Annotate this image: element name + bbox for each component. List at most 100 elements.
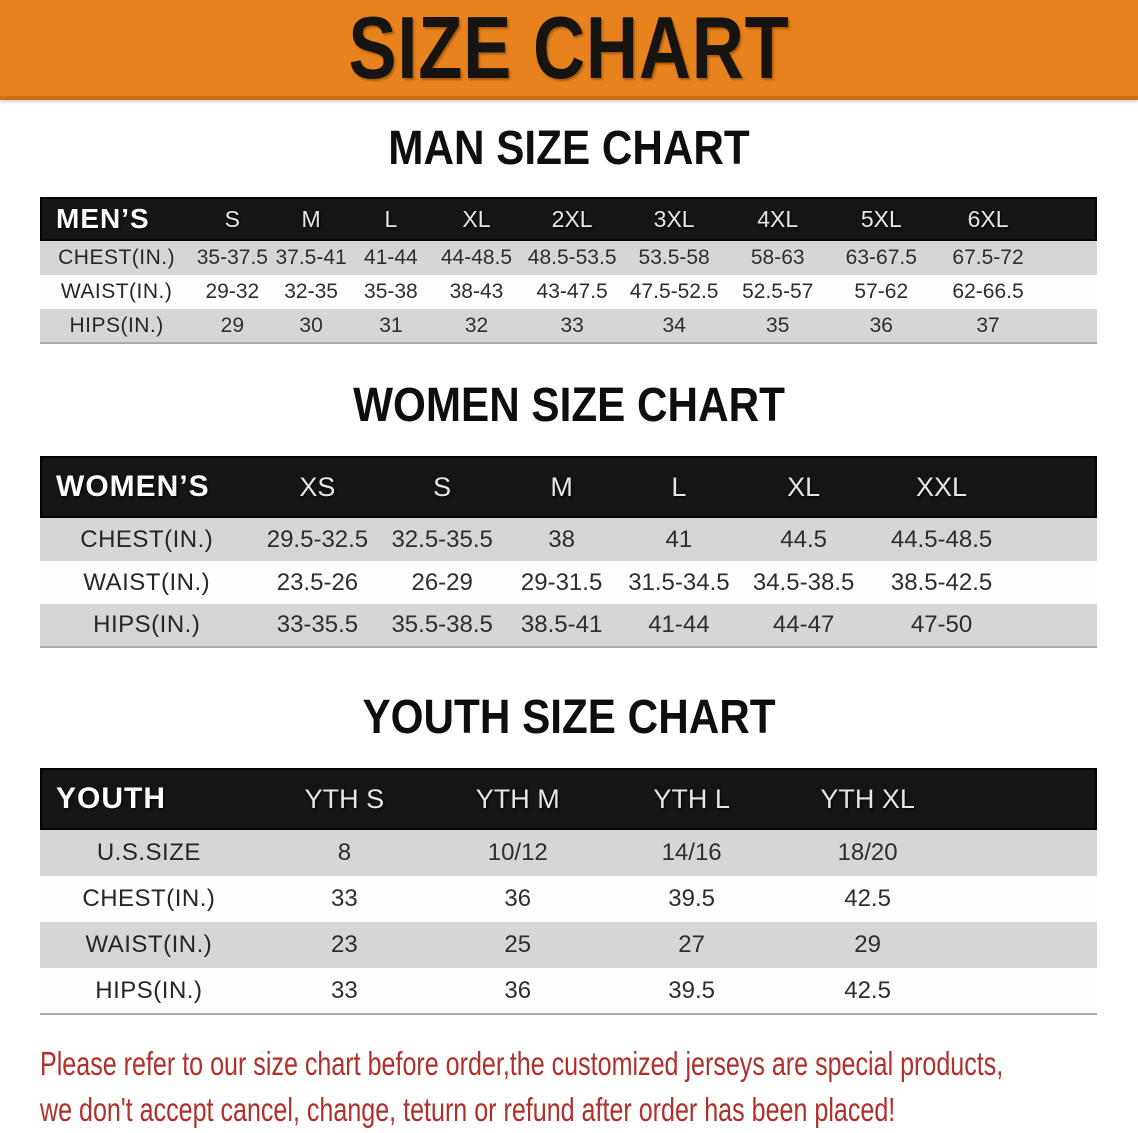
size-value-cell: 23.5-26 <box>276 568 359 596</box>
size-column-header: YTH S <box>304 783 385 814</box>
measurement-row: HIPS(IN.) 29 30 31 32 33 34 35 36 37 <box>40 309 1097 343</box>
size-value-cell: 63-67.5 <box>845 246 917 269</box>
size-value-cell: 37 <box>976 313 1000 337</box>
size-value-cell: 34.5-38.5 <box>752 568 855 596</box>
men-size-table: MEN’S S M L XL 2XL 3XL 4XL 5XL 6XL CHEST(IN.) 35-37… <box>40 197 1097 344</box>
size-value-cell: 10/12 <box>487 839 548 866</box>
size-value-cell: 26-29 <box>411 568 473 596</box>
size-value-cell: 52.5-57 <box>742 280 814 303</box>
measurement-row: CHEST(IN.) 29.5-32.5 32.5-35.5 38 41 44.5 44.5… <box>40 518 1097 561</box>
measurement-row: HIPS(IN.) 33 36 39.5 42.5 <box>40 968 1097 1014</box>
size-value-cell: 23 <box>331 931 358 958</box>
header-filler <box>956 768 1097 830</box>
size-column-header: L <box>384 205 398 232</box>
men-size-section: MAN SIZE CHART MEN’S S M L XL 2XL 3XL 4XL 5XL 6XL… <box>0 125 1138 344</box>
size-value-cell: 48.5-53.5 <box>527 246 617 269</box>
size-column-header: M <box>550 471 573 502</box>
size-value-cell: 35-37.5 <box>196 246 268 269</box>
measurement-row: U.S.SIZE 8 10/12 14/16 18/20 <box>40 830 1097 876</box>
size-value-cell: 44-47 <box>772 611 835 638</box>
size-column-header: XL <box>462 205 491 232</box>
size-header-row: WOMEN’S XS S M L XL XXL <box>40 456 1097 518</box>
measurement-row: CHEST(IN.) 33 36 39.5 42.5 <box>40 876 1097 922</box>
size-value-cell: 27 <box>678 931 705 958</box>
size-value-cell: 14/16 <box>661 839 722 866</box>
table-corner-label: WOMEN’S <box>56 470 210 503</box>
size-value-cell: 36 <box>869 313 893 337</box>
row-filler <box>956 922 1097 968</box>
row-filler <box>956 968 1097 1014</box>
size-column-header: 4XL <box>757 205 799 232</box>
size-column-header: 2XL <box>551 205 593 232</box>
size-header-row: YOUTH YTH S YTH M YTH L YTH XL <box>40 768 1097 830</box>
size-header-row: MEN’S S M L XL 2XL 3XL 4XL 5XL 6XL <box>40 197 1097 241</box>
size-value-cell: 29-32 <box>205 280 260 303</box>
size-value-cell: 33 <box>560 313 584 337</box>
size-column-header: M <box>301 205 321 232</box>
women-size-table: WOMEN’S XS S M L XL XXL CHEST(IN.) 29.5-32.5 32.5… <box>40 456 1097 648</box>
women-section-heading: WOMEN SIZE CHART <box>353 379 785 432</box>
size-value-cell: 62-66.5 <box>952 280 1024 303</box>
size-value-cell: 33 <box>331 885 358 912</box>
size-column-header: 5XL <box>860 205 902 232</box>
size-value-cell: 41 <box>665 525 693 553</box>
size-value-cell: 25 <box>504 931 532 958</box>
size-value-cell: 30 <box>299 313 323 337</box>
row-filler <box>1013 518 1097 561</box>
youth-size-table: YOUTH YTH S YTH M YTH L YTH XL U.S.SIZE 8 10/12… <box>40 768 1097 1015</box>
measurement-row: CHEST(IN.) 35-37.5 37.5-41 41-44 44-48.5 48.5… <box>40 241 1097 275</box>
size-value-cell: 36 <box>504 976 532 1004</box>
size-value-cell: 42.5 <box>844 976 891 1004</box>
size-column-header: YTH XL <box>820 783 915 814</box>
size-value-cell: 36 <box>504 885 532 912</box>
measurement-row-label: CHEST(IN.) <box>82 885 216 912</box>
size-value-cell: 31.5-34.5 <box>628 568 730 596</box>
size-column-header: XL <box>787 471 821 502</box>
size-value-cell: 32.5-35.5 <box>391 525 493 553</box>
size-column-header: 3XL <box>653 205 695 232</box>
size-value-cell: 29 <box>220 313 245 337</box>
header-filler <box>1013 456 1097 518</box>
size-value-cell: 39.5 <box>668 885 715 912</box>
header-filler <box>1043 197 1097 241</box>
size-column-header: XXL <box>916 471 968 502</box>
disclaimer-line-1: Please refer to our size chart before or… <box>40 1045 1004 1082</box>
women-size-section: WOMEN SIZE CHART WOMEN’S XS S M L XL XXL CHEST(… <box>0 382 1138 648</box>
size-value-cell: 18/20 <box>837 839 898 866</box>
measurement-row: WAIST(IN.) 23.5-26 26-29 29-31.5 31.5-34.5 34… <box>40 561 1097 604</box>
size-value-cell: 41-44 <box>648 611 710 638</box>
banner: SIZE CHART <box>0 0 1138 100</box>
size-value-cell: 32 <box>464 313 489 337</box>
size-value-cell: 38 <box>548 525 575 553</box>
measurement-row-label: WAIST(IN.) <box>85 931 213 958</box>
size-value-cell: 43-47.5 <box>536 280 608 303</box>
youth-section-heading: YOUTH SIZE CHART <box>362 691 776 744</box>
size-value-cell: 41-44 <box>364 246 418 269</box>
disclaimer-line-2: we don't accept cancel, change, teturn o… <box>40 1091 896 1128</box>
size-value-cell: 34 <box>662 313 686 337</box>
size-value-cell: 8 <box>337 839 352 866</box>
size-value-cell: 44-48.5 <box>440 246 513 269</box>
measurement-row: WAIST(IN.) 23 25 27 29 <box>40 922 1097 968</box>
size-value-cell: 38.5-42.5 <box>890 568 993 596</box>
measurement-row-label: WAIST(IN.) <box>83 568 211 596</box>
size-value-cell: 29.5-32.5 <box>266 525 369 553</box>
size-value-cell: 33-35.5 <box>276 611 359 638</box>
youth-size-section: YOUTH SIZE CHART YOUTH YTH S YTH M YTH L YTH… <box>0 694 1138 1015</box>
size-value-cell: 31 <box>379 313 403 337</box>
measurement-row-label: HIPS(IN.) <box>93 611 201 638</box>
size-column-header: YTH M <box>475 783 560 814</box>
row-filler <box>1013 604 1097 647</box>
size-value-cell: 39.5 <box>668 976 715 1004</box>
size-value-cell: 58-63 <box>750 246 805 269</box>
size-value-cell: 57-62 <box>854 280 909 303</box>
measurement-row-label: HIPS(IN.) <box>95 976 203 1004</box>
table-corner-label: YOUTH <box>56 782 166 815</box>
row-filler <box>956 830 1097 876</box>
size-value-cell: 47.5-52.5 <box>629 280 719 303</box>
size-value-cell: 29 <box>854 931 881 958</box>
row-filler <box>1043 275 1097 309</box>
table-corner-label: MEN’S <box>56 203 150 234</box>
row-filler <box>1043 241 1097 275</box>
